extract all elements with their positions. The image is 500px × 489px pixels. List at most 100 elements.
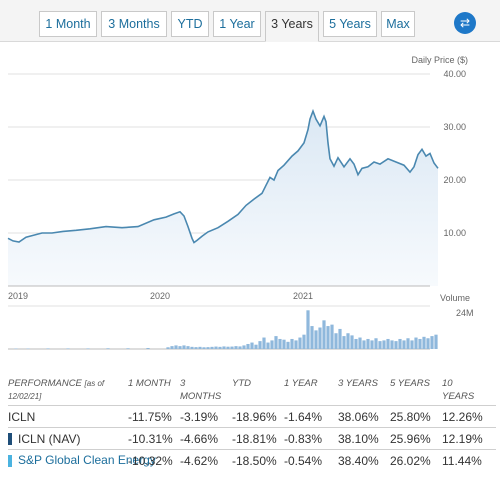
value-5-years: 25.80% <box>390 410 431 424</box>
col-10-years: 10 YEARS <box>442 378 475 402</box>
volume-bar <box>202 347 206 349</box>
volume-bar <box>254 344 258 349</box>
price-y-tick-label: 40.00 <box>443 69 466 79</box>
x-tick-label: 2019 <box>8 291 28 301</box>
value-ytd: -18.50% <box>232 454 277 468</box>
volume-bar <box>194 347 198 349</box>
volume-bar <box>170 346 174 349</box>
value-5-years: 25.96% <box>390 432 431 446</box>
value-3-months: -3.19% <box>180 410 219 424</box>
volume-bar <box>334 333 338 349</box>
volume-bar <box>182 345 186 349</box>
volume-bar <box>430 336 434 349</box>
value-3-years: 38.40% <box>338 454 379 468</box>
value-5-years: 26.02% <box>390 454 431 468</box>
value-1-year: -1.64% <box>284 410 323 424</box>
volume-bar <box>338 328 342 349</box>
tab-1-year[interactable]: 1 Year <box>213 11 261 37</box>
value-1-month: -11.75% <box>128 410 172 424</box>
price-axis-label: Daily Price ($) <box>411 55 468 65</box>
tab-3-months[interactable]: 3 Months <box>101 11 167 37</box>
performance-table: PERFORMANCE [as of 12/02/21] 1 MONTH 3 MON… <box>8 375 496 479</box>
x-tick-label: 2021 <box>293 291 313 301</box>
col-3-months: 3 MONTHS <box>180 378 222 402</box>
volume-bar <box>190 346 194 349</box>
volume-bar <box>322 320 326 349</box>
volume-bar <box>402 340 406 349</box>
tab-ytd[interactable]: YTD <box>171 11 209 37</box>
volume-bars <box>14 310 438 349</box>
col-1-year: 1 YEAR <box>284 378 318 389</box>
tab-5-years[interactable]: 5 Years <box>323 11 377 37</box>
benchmark-link[interactable]: S&P Global Clean Energy <box>18 453 156 467</box>
volume-bar <box>318 327 322 349</box>
volume-bar <box>106 348 110 349</box>
volume-bar <box>226 346 230 349</box>
volume-bar <box>46 348 50 349</box>
volume-bar <box>302 334 306 349</box>
value-10-years: 12.19% <box>442 432 483 446</box>
tab-max[interactable]: Max <box>381 11 415 37</box>
volume-bar <box>166 347 170 349</box>
value-3-months: -4.62% <box>180 454 219 468</box>
volume-bar <box>366 338 370 349</box>
volume-bar <box>282 339 286 349</box>
price-y-tick-label: 10.00 <box>443 228 466 238</box>
x-tick-labels: 2019 2020 2021 <box>8 291 313 301</box>
value-ytd: -18.96% <box>232 410 277 424</box>
volume-bar <box>398 338 402 349</box>
volume-bar <box>294 340 298 349</box>
volume-bar <box>270 340 274 349</box>
volume-bar <box>174 345 178 349</box>
volume-bar <box>390 340 394 349</box>
volume-bar <box>394 341 398 349</box>
volume-bar <box>66 348 70 349</box>
volume-bar <box>258 341 262 349</box>
volume-bar <box>198 346 202 349</box>
volume-bar <box>238 346 242 349</box>
price-series-line <box>7 108 439 244</box>
volume-bar <box>206 347 210 349</box>
series-color-swatch <box>8 433 12 445</box>
volume-bar <box>326 326 330 349</box>
value-1-month: -10.31% <box>128 432 173 446</box>
volume-bar <box>178 346 182 349</box>
performance-header: PERFORMANCE [as of 12/02/21] 1 MONTH 3 MON… <box>8 375 496 405</box>
value-10-years: 11.44% <box>442 454 482 468</box>
tab-3-years[interactable]: 3 Years <box>265 11 319 42</box>
volume-bar <box>230 346 234 349</box>
col-3-years: 3 YEARS <box>338 378 378 389</box>
volume-bar <box>222 346 226 349</box>
performance-title: PERFORMANCE [as of 12/02/21] <box>8 378 105 401</box>
fund-name: ICLN (NAV) <box>8 432 80 446</box>
volume-bar <box>274 336 278 349</box>
volume-bar <box>410 340 414 349</box>
price-y-tick-label: 30.00 <box>443 122 466 132</box>
col-5-years: 5 YEARS <box>390 378 430 389</box>
volume-bar <box>330 324 334 349</box>
swap-arrows-icon[interactable]: ⇄ <box>454 12 476 34</box>
volume-bar <box>278 338 282 349</box>
value-1-month: -10.32% <box>128 454 173 468</box>
volume-y-tick: 24M <box>456 308 474 318</box>
price-y-tick-labels: 40.00 30.00 20.00 10.00 <box>443 69 466 238</box>
price-y-tick-label: 20.00 <box>443 175 466 185</box>
volume-bar <box>262 337 266 349</box>
volume-bar <box>434 334 438 349</box>
table-row: S&P Global Clean Energy -10.32% -4.62% -… <box>8 449 496 479</box>
volume-bar <box>346 333 350 349</box>
volume-axis-label: Volume <box>440 293 470 303</box>
volume-bar <box>414 337 418 349</box>
volume-bar <box>218 346 222 349</box>
time-range-toolbar: 1 Month 3 Months YTD 1 Year 3 Years 5 Ye… <box>0 0 500 42</box>
volume-bar <box>286 341 290 349</box>
volume-bar <box>246 343 250 349</box>
value-3-years: 38.10% <box>338 432 379 446</box>
fund-name: ICLN <box>8 410 36 424</box>
value-1-year: -0.54% <box>284 454 323 468</box>
volume-bar <box>418 338 422 349</box>
volume-bar <box>210 346 214 349</box>
tab-1-month[interactable]: 1 Month <box>39 11 97 37</box>
value-10-years: 12.26% <box>442 410 483 424</box>
volume-bar <box>362 340 366 349</box>
